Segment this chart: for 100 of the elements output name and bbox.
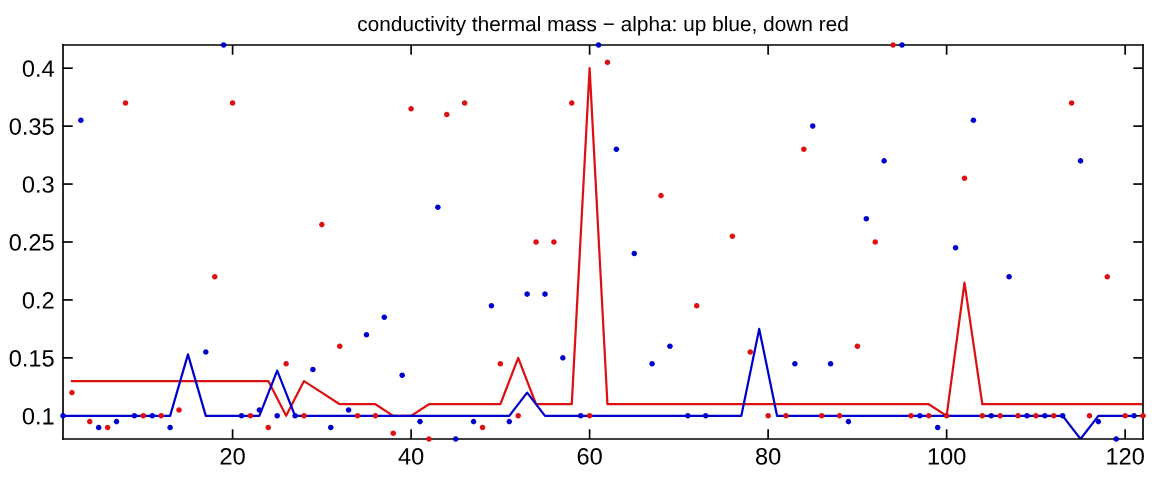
point xyxy=(104,424,111,431)
point xyxy=(470,418,477,425)
point xyxy=(783,413,789,419)
point xyxy=(515,413,521,419)
point xyxy=(917,413,923,419)
point xyxy=(167,424,173,431)
point xyxy=(1131,413,1137,419)
point xyxy=(417,418,423,425)
x-tick-label: 20 xyxy=(220,447,245,465)
point xyxy=(274,413,280,419)
x-tick-label: 40 xyxy=(398,447,424,465)
point xyxy=(827,360,834,367)
point xyxy=(542,291,548,297)
point xyxy=(479,424,486,431)
point xyxy=(292,413,298,419)
point xyxy=(1042,413,1048,419)
point xyxy=(890,42,896,48)
point xyxy=(497,360,504,367)
point xyxy=(69,389,75,396)
point xyxy=(354,413,361,419)
y-tick-label: 0.15 xyxy=(9,349,54,367)
point xyxy=(461,100,468,106)
point xyxy=(363,331,370,338)
point xyxy=(988,413,995,419)
point xyxy=(809,123,816,129)
point xyxy=(1024,413,1030,419)
point xyxy=(319,221,325,228)
point xyxy=(1068,100,1075,106)
point xyxy=(765,413,771,419)
point xyxy=(283,360,289,367)
point xyxy=(444,111,450,118)
point xyxy=(792,360,798,367)
point xyxy=(943,413,950,419)
point xyxy=(426,436,432,442)
point xyxy=(961,175,968,182)
point xyxy=(211,273,218,280)
point xyxy=(952,245,959,251)
point xyxy=(899,42,905,48)
point xyxy=(685,413,691,419)
y-tick-label: 0.2 xyxy=(22,292,54,309)
point xyxy=(390,430,397,436)
point xyxy=(1113,436,1119,442)
point xyxy=(229,100,236,106)
point xyxy=(1059,413,1066,419)
x-tick-label: 100 xyxy=(928,447,966,465)
point xyxy=(256,407,263,413)
point xyxy=(854,343,861,350)
point xyxy=(149,413,156,419)
point xyxy=(613,146,620,153)
point xyxy=(345,407,352,413)
y-tick-label: 0.4 xyxy=(22,60,54,77)
point xyxy=(78,117,84,124)
point xyxy=(399,372,405,379)
point xyxy=(95,424,102,431)
point xyxy=(1006,273,1012,280)
point xyxy=(524,291,530,297)
point xyxy=(452,436,459,442)
point xyxy=(131,413,138,419)
point xyxy=(1015,413,1021,419)
y-tick-label: 0.3 xyxy=(22,176,54,193)
point xyxy=(301,413,307,419)
point xyxy=(265,424,272,431)
line-series xyxy=(70,67,1143,417)
point xyxy=(1104,273,1111,280)
point xyxy=(577,413,584,419)
point xyxy=(488,302,495,309)
point xyxy=(881,158,887,164)
point xyxy=(801,146,807,153)
point xyxy=(747,349,754,355)
point xyxy=(158,413,164,419)
y-tick-label: 0.25 xyxy=(9,234,54,251)
point xyxy=(863,216,870,222)
point xyxy=(336,343,343,350)
point xyxy=(87,418,93,425)
point xyxy=(595,42,602,48)
point xyxy=(908,413,914,419)
point xyxy=(381,314,388,321)
x-tick-label: 60 xyxy=(577,447,602,465)
point xyxy=(1122,413,1128,419)
point xyxy=(702,413,709,419)
point xyxy=(560,355,566,361)
point xyxy=(247,413,254,419)
point xyxy=(631,250,638,257)
point xyxy=(568,100,575,106)
point xyxy=(649,360,655,367)
x-tick-label: 80 xyxy=(756,447,781,465)
point xyxy=(113,418,120,425)
point xyxy=(1095,418,1102,425)
point xyxy=(551,239,557,245)
point xyxy=(220,42,227,48)
chart-title: conductivity thermal mass − alpha: up blue, down red xyxy=(358,16,848,36)
point xyxy=(176,407,182,413)
point xyxy=(327,424,334,431)
point xyxy=(435,204,441,211)
point xyxy=(586,413,593,419)
point xyxy=(238,413,245,419)
point xyxy=(60,413,66,419)
y-tick-label: 0.1 xyxy=(22,407,54,425)
point xyxy=(970,117,977,124)
point xyxy=(845,418,852,425)
